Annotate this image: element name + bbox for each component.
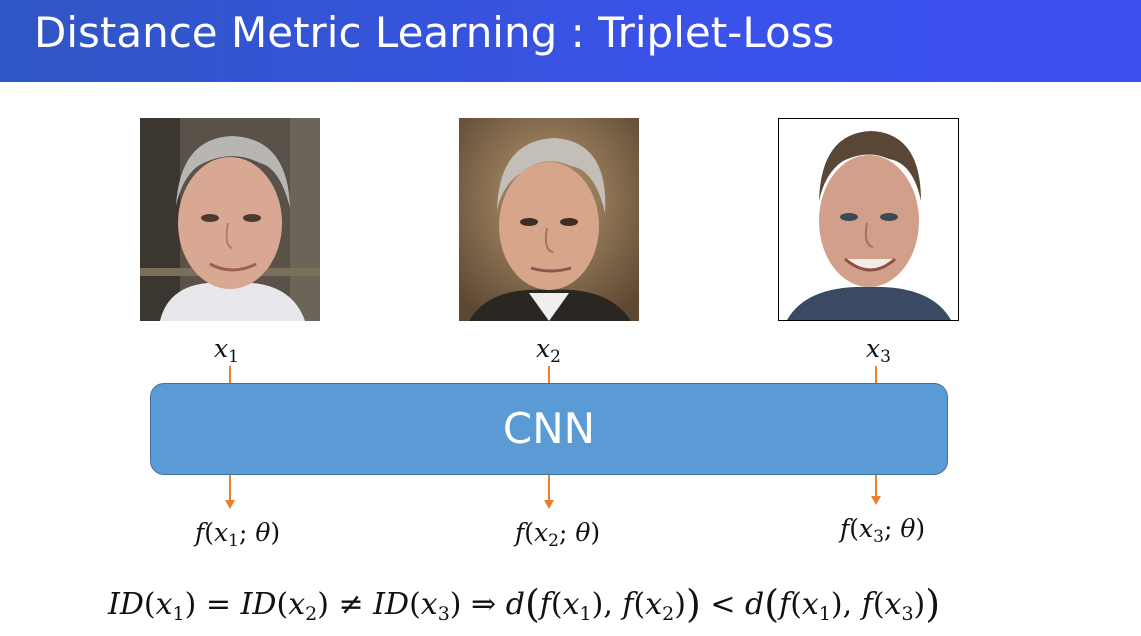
input-label-x3: x3	[866, 334, 891, 367]
output-arrow-1-head	[225, 500, 235, 509]
face-photo-2	[459, 118, 639, 321]
input-connector-3	[875, 366, 877, 383]
embedding-label-2: f(x2; θ)	[515, 518, 601, 551]
face-photo-1	[140, 118, 320, 321]
input-connector-2	[548, 366, 550, 383]
cnn-block: CNN	[150, 383, 948, 475]
input-label-x1: x1	[214, 334, 239, 367]
input-label-x2: x2	[536, 334, 561, 367]
output-arrow-2-shaft	[548, 475, 550, 501]
output-arrow-1-shaft	[229, 475, 231, 501]
triplet-equation: ID(x1) = ID(x2) ≠ ID(x3) ⇒ d(f(x1), f(x2…	[108, 582, 941, 626]
slide-title: Distance Metric Learning : Triplet-Loss	[34, 8, 835, 57]
cnn-label: CNN	[502, 404, 596, 453]
output-arrow-3-head	[871, 496, 881, 505]
embedding-label-1: f(x1; θ)	[195, 518, 281, 551]
input-connector-1	[229, 366, 231, 383]
output-arrow-3-shaft	[875, 475, 877, 497]
title-bar: Distance Metric Learning : Triplet-Loss	[0, 0, 1141, 82]
output-arrow-2-head	[544, 500, 554, 509]
embedding-label-3: f(x3; θ)	[840, 514, 926, 547]
face-photo-3	[778, 118, 959, 321]
